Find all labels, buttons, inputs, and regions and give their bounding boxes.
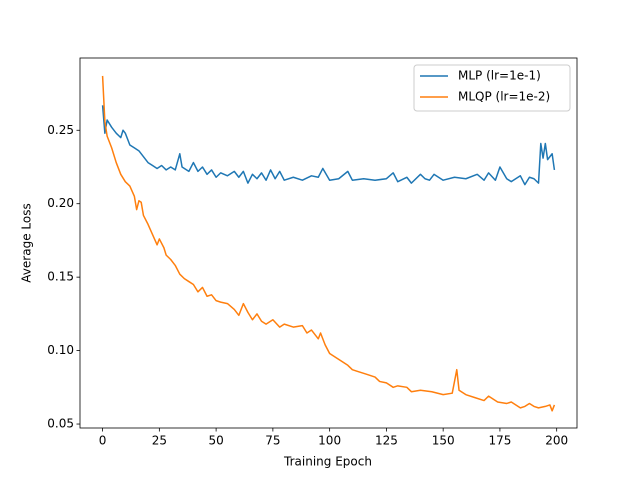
x-tick-label: 75: [265, 434, 280, 448]
x-tick-label: 150: [432, 434, 455, 448]
y-tick-label: 0.05: [47, 417, 74, 431]
x-tick-label: 25: [152, 434, 167, 448]
x-tick-label: 175: [488, 434, 511, 448]
y-tick-label: 0.25: [47, 123, 74, 137]
plot-frame: [79, 57, 578, 429]
x-tick-label: 100: [318, 434, 341, 448]
x-tick-label: 0: [99, 434, 107, 448]
line: [101, 105, 556, 186]
y-tick-label: 0.15: [47, 270, 74, 284]
x-axis-label: Training Epoch: [283, 455, 372, 469]
x-tick-label: 200: [545, 434, 568, 448]
x-tick-label: 50: [208, 434, 223, 448]
legend-label: MLQP (lr=1e-2): [458, 90, 550, 104]
legend-label: MLP (lr=1e-1): [458, 69, 541, 83]
x-tick-label: 125: [375, 434, 398, 448]
y-axis-label: Average Loss: [20, 203, 34, 282]
y-tick-label: 0.20: [47, 196, 74, 210]
legend-box: [413, 64, 571, 112]
line: [101, 75, 556, 412]
y-tick-label: 0.10: [47, 343, 74, 357]
